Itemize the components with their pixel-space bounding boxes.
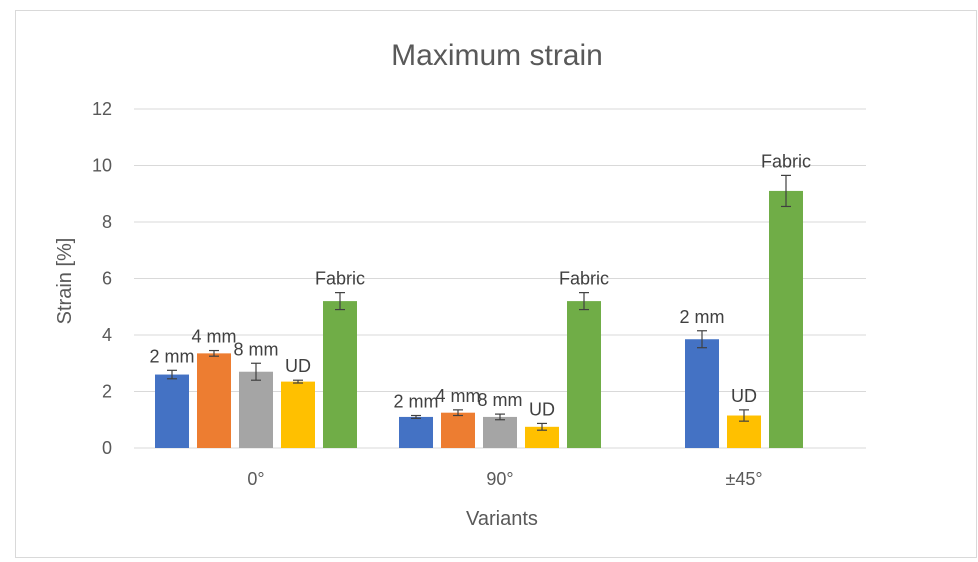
bar [399, 416, 433, 448]
data-label: Fabric [315, 269, 365, 289]
x-tick-label: 0° [247, 469, 264, 489]
data-label: UD [731, 386, 757, 406]
y-tick-label: 10 [92, 156, 112, 176]
chart-container: Maximum strain Strain [%] Variants 0 2 4 6 8… [15, 10, 977, 558]
data-label: 4 mm [436, 386, 481, 406]
y-tick-label: 2 [102, 382, 112, 402]
x-tick-label: 90° [486, 469, 513, 489]
y-tick-label: 8 [102, 212, 112, 232]
data-label: 8 mm [234, 339, 279, 359]
bar [441, 412, 475, 448]
bar [155, 374, 189, 448]
bar [769, 190, 803, 449]
data-label: Fabric [761, 151, 811, 171]
data-label: 8 mm [478, 390, 523, 410]
data-label: UD [285, 356, 311, 376]
y-tick-label: 0 [102, 438, 112, 458]
bar [525, 426, 559, 448]
y-tick-labels: 0 2 4 6 8 10 12 [92, 99, 112, 458]
bar-chart: Maximum strain Strain [%] Variants 0 2 4 6 8… [54, 39, 866, 530]
y-axis-label: Strain [%] [54, 238, 76, 325]
bar [483, 416, 517, 448]
bar [323, 301, 357, 448]
data-label: 4 mm [192, 327, 237, 347]
bar [685, 339, 719, 448]
bar [567, 301, 601, 448]
bar [281, 381, 315, 448]
bar [197, 353, 231, 448]
y-tick-label: 4 [102, 325, 112, 345]
data-label: Fabric [559, 269, 609, 289]
y-tick-label: 6 [102, 269, 112, 289]
x-tick-labels: 0° 90° ±45° [247, 469, 762, 489]
x-axis-label: Variants [466, 508, 538, 530]
y-tick-label: 12 [92, 99, 112, 119]
data-label: 2 mm [680, 307, 725, 327]
data-label: 2 mm [150, 346, 195, 366]
bar [239, 371, 273, 448]
data-label: UD [529, 399, 555, 419]
chart-title: Maximum strain [391, 39, 603, 72]
x-tick-label: ±45° [725, 469, 762, 489]
data-label: 2 mm [394, 392, 439, 412]
